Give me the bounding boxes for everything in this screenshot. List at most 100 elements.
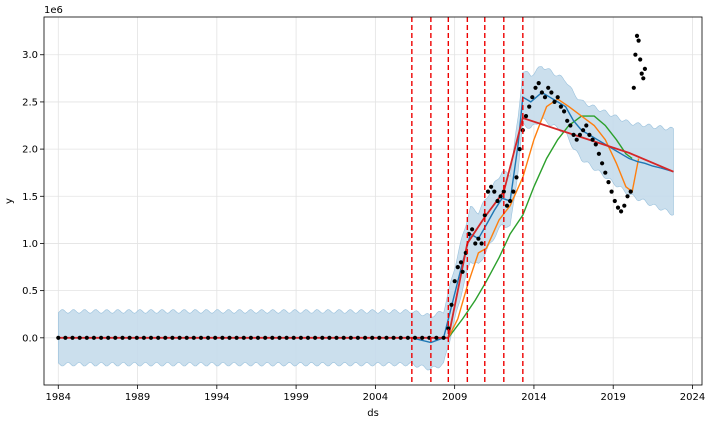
observed-point [141, 335, 146, 340]
y-multiplier-label: 1e6 [44, 5, 63, 16]
observed-point [56, 335, 61, 340]
observed-point [163, 335, 168, 340]
observed-point [120, 335, 125, 340]
y-tick-label: 2.5 [22, 97, 38, 108]
observed-point [305, 335, 311, 340]
observed-point [495, 198, 500, 204]
observed-point [198, 335, 204, 340]
x-tick-label: 2009 [442, 392, 467, 403]
observed-point [603, 170, 608, 175]
observed-point [596, 151, 602, 156]
observed-point [574, 137, 579, 142]
observed-point [517, 147, 522, 152]
observed-point [633, 52, 638, 57]
observed-point [514, 175, 519, 180]
observed-point [619, 209, 624, 214]
x-tick-label: 1989 [125, 392, 150, 403]
observed-point [542, 95, 548, 100]
observed-point [615, 205, 621, 210]
x-tick-label: 1984 [46, 392, 71, 403]
observed-point [612, 198, 617, 204]
observed-point [213, 335, 218, 340]
x-tick-label: 2019 [600, 392, 625, 403]
observed-point [91, 335, 96, 340]
observed-point [263, 335, 268, 340]
observed-point [581, 128, 586, 133]
y-tick-label: 0.0 [22, 333, 38, 344]
observed-point [636, 38, 641, 43]
observed-point [177, 335, 182, 340]
observed-point [334, 335, 339, 340]
observed-point [590, 137, 595, 142]
y-tick-label: 1.5 [22, 192, 38, 203]
y-ticks: 0.0 0.5 1.0 1.5 2.0 2.5 3.0 [22, 50, 44, 344]
observed-point [577, 132, 583, 137]
observed-point [420, 335, 425, 340]
observed-point [99, 335, 104, 340]
y-tick-label: 3.0 [22, 50, 38, 61]
observed-point [539, 90, 545, 95]
plot-frame [43, 16, 703, 386]
observed-point [84, 335, 89, 340]
observed-point [508, 198, 513, 204]
observed-point [501, 189, 506, 194]
orange-series-line [58, 98, 640, 339]
observed-point [511, 189, 516, 194]
observed-point [391, 335, 396, 340]
x-tick-label: 1994 [204, 392, 229, 403]
x-ticks: 1984 1989 1994 1999 2004 2009 2014 2019 2024 [46, 385, 705, 403]
observed-point [530, 95, 535, 100]
observed-point [634, 33, 640, 39]
y-axis-label: y [4, 198, 15, 204]
observed-point [476, 236, 481, 241]
observed-point [527, 104, 532, 109]
changepoint-lines [411, 17, 524, 385]
observed-point [113, 335, 118, 340]
observed-point [220, 335, 225, 340]
observed-point [248, 335, 253, 340]
observed-point [492, 189, 497, 194]
green-series-line [58, 115, 633, 339]
observed-point [241, 335, 246, 340]
observed-point [479, 241, 484, 246]
x-tick-label: 2004 [363, 392, 388, 403]
observed-point [638, 57, 643, 62]
observed-point [377, 335, 382, 340]
observed-point [498, 194, 503, 199]
observed-point [148, 335, 154, 340]
y-tick-label: 2.0 [22, 145, 38, 156]
observed-point [631, 85, 636, 90]
observed-point [156, 335, 161, 340]
observed-point [552, 99, 557, 104]
observed-point [320, 335, 325, 340]
observed-point [536, 81, 541, 86]
observed-point [313, 335, 318, 340]
observed-point [106, 335, 111, 340]
observed-point [628, 189, 633, 194]
observed-point [384, 335, 389, 340]
observed-point [460, 269, 465, 274]
observed-point [641, 76, 646, 81]
observed-point [206, 335, 211, 340]
observed-point [446, 326, 451, 331]
observed-point [568, 123, 573, 128]
observed-point [227, 335, 232, 340]
observed-point [504, 203, 510, 208]
observed-point [363, 335, 368, 340]
observed-point [370, 335, 375, 340]
observed-point [485, 189, 491, 194]
observed-point [565, 118, 570, 123]
observed-point [327, 335, 332, 340]
observed-point [555, 95, 560, 100]
observed-point [434, 335, 439, 340]
observed-point [562, 109, 567, 114]
y-tick-label: 0.5 [22, 286, 38, 297]
observed-point [546, 85, 551, 90]
observed-point [600, 161, 605, 166]
observed-point [277, 335, 282, 340]
observed-point [473, 241, 478, 246]
observed-point [398, 335, 403, 340]
observed-point [134, 335, 139, 340]
